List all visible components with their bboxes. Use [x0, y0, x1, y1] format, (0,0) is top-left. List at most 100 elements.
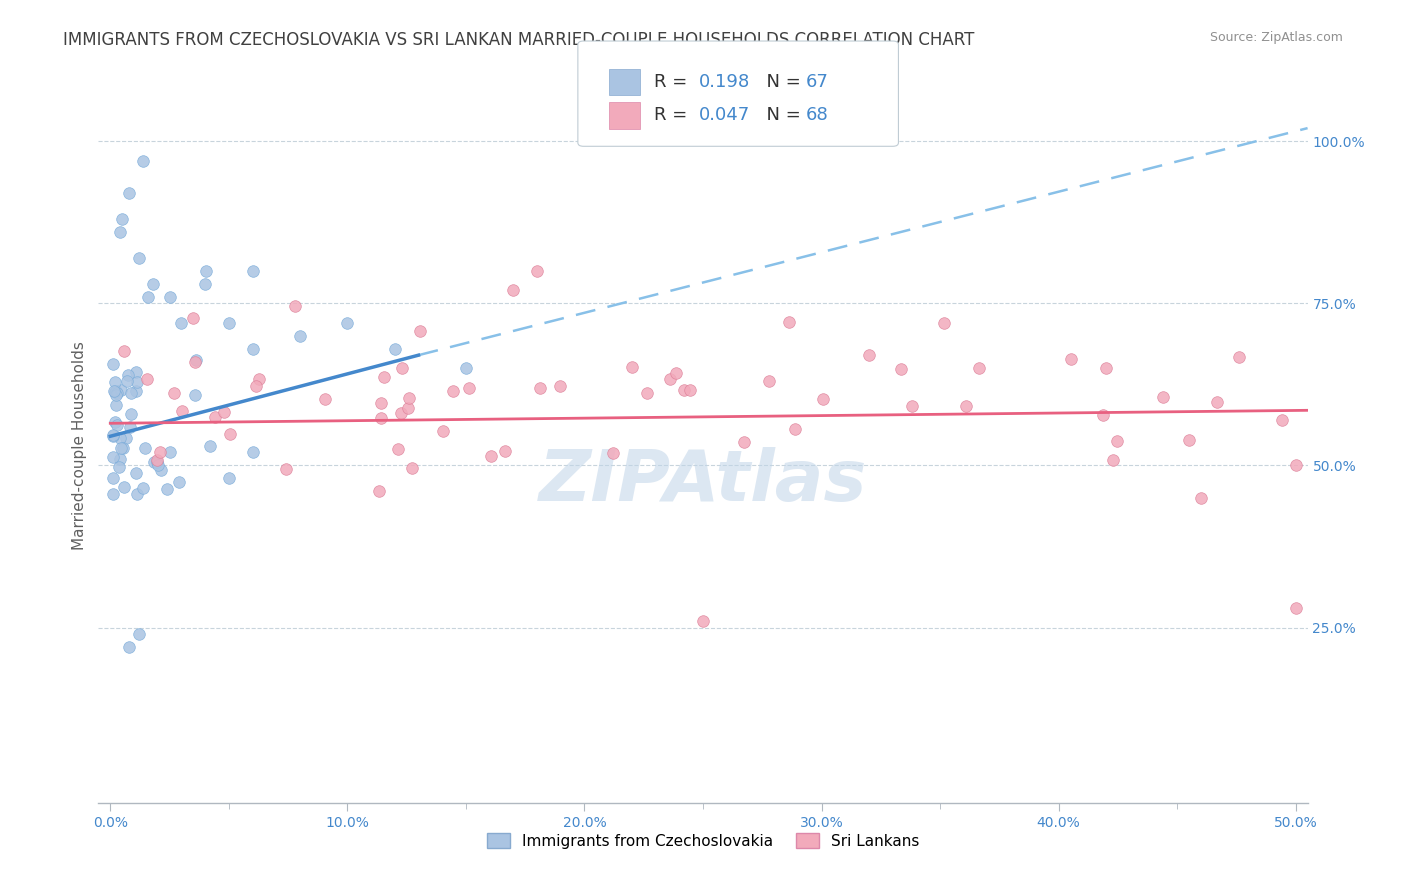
Point — [245, 378, 267, 392]
Point — [1059, 352, 1081, 367]
Point — [170, 316, 193, 330]
Point — [529, 381, 551, 395]
Point — [125, 375, 148, 389]
Point — [198, 439, 221, 453]
Point — [284, 300, 307, 314]
Point — [1271, 412, 1294, 426]
Point — [112, 480, 135, 494]
Point — [204, 410, 226, 425]
Point — [181, 310, 204, 325]
Point — [602, 446, 624, 460]
Point — [184, 387, 207, 401]
Point — [242, 264, 264, 278]
Point — [105, 386, 128, 401]
Point — [1189, 491, 1212, 505]
Point — [104, 384, 127, 399]
Point — [125, 384, 148, 398]
Point — [368, 484, 391, 499]
Point — [167, 475, 190, 490]
Point — [398, 391, 420, 405]
Point — [409, 324, 432, 338]
Point — [125, 365, 148, 379]
Point — [955, 400, 977, 414]
Point — [108, 451, 131, 466]
Point — [105, 418, 128, 433]
Point — [105, 384, 128, 398]
Text: 0.198: 0.198 — [699, 73, 749, 91]
Point — [458, 381, 481, 395]
Point — [128, 251, 150, 265]
Point — [101, 429, 124, 443]
Text: N =: N = — [755, 106, 807, 124]
Point — [432, 424, 454, 438]
Point — [112, 441, 135, 455]
Point — [443, 384, 465, 398]
Point — [104, 398, 127, 412]
Point — [159, 290, 181, 304]
Text: 68: 68 — [806, 106, 828, 124]
Point — [104, 415, 127, 429]
Point — [288, 328, 311, 343]
Point — [1285, 601, 1308, 615]
Point — [117, 368, 139, 382]
Point — [1095, 361, 1118, 376]
Point — [115, 431, 138, 445]
Point — [783, 422, 806, 436]
Point — [101, 471, 124, 485]
Point — [134, 441, 156, 455]
Point — [1153, 390, 1175, 404]
Point — [107, 459, 129, 474]
Point — [1285, 458, 1308, 473]
Text: R =: R = — [654, 106, 693, 124]
Point — [110, 442, 132, 456]
Point — [120, 407, 142, 421]
Point — [103, 375, 125, 389]
Point — [108, 225, 131, 239]
Point — [1177, 433, 1199, 447]
Point — [247, 371, 270, 385]
Point — [136, 290, 159, 304]
Point — [370, 411, 392, 425]
Point — [184, 353, 207, 368]
Point — [108, 431, 131, 445]
Point — [150, 463, 173, 477]
Point — [104, 388, 127, 402]
Point — [156, 483, 179, 497]
Point — [103, 428, 125, 442]
Y-axis label: Married-couple Households: Married-couple Households — [72, 342, 87, 550]
Point — [218, 316, 240, 330]
Legend: Immigrants from Czechoslovakia, Sri Lankans: Immigrants from Czechoslovakia, Sri Lank… — [486, 833, 920, 848]
Point — [967, 360, 990, 375]
Point — [758, 374, 780, 388]
Point — [142, 277, 165, 291]
Point — [242, 445, 264, 459]
Point — [128, 627, 150, 641]
Point — [101, 486, 124, 500]
Point — [502, 283, 524, 297]
Point — [370, 396, 392, 410]
Text: 0.047: 0.047 — [699, 106, 749, 124]
Point — [1092, 408, 1115, 422]
Point — [101, 358, 124, 372]
Point — [389, 407, 412, 421]
Point — [132, 153, 155, 168]
Point — [932, 316, 955, 330]
Point — [526, 264, 548, 278]
Point — [146, 452, 169, 467]
Point — [1102, 453, 1125, 467]
Point — [858, 348, 880, 362]
Point — [101, 450, 124, 464]
Point — [387, 442, 409, 456]
Point — [159, 445, 181, 459]
Point — [274, 462, 297, 476]
Point — [184, 355, 207, 369]
Point — [125, 466, 148, 480]
Point — [120, 386, 142, 401]
Point — [778, 315, 800, 329]
Point — [454, 361, 477, 376]
Point — [336, 316, 359, 330]
Point — [118, 420, 141, 434]
Point — [195, 264, 218, 278]
Point — [135, 372, 157, 386]
Point — [733, 434, 755, 449]
